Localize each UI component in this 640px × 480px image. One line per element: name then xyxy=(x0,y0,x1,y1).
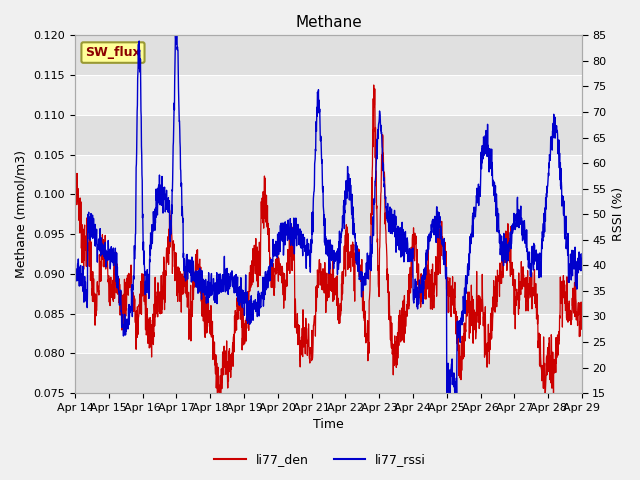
Bar xyxy=(75,313,582,353)
Y-axis label: RSSI (%): RSSI (%) xyxy=(612,187,625,241)
Title: Methane: Methane xyxy=(295,15,362,30)
Bar xyxy=(75,155,582,194)
Bar xyxy=(75,234,582,274)
X-axis label: Time: Time xyxy=(313,419,344,432)
Bar xyxy=(75,115,582,155)
Bar xyxy=(75,353,582,393)
Bar xyxy=(75,36,582,75)
Y-axis label: Methane (mmol/m3): Methane (mmol/m3) xyxy=(15,150,28,278)
Bar xyxy=(75,75,582,115)
Bar xyxy=(75,274,582,313)
Bar xyxy=(75,194,582,234)
Text: SW_flux: SW_flux xyxy=(85,46,141,59)
Legend: li77_den, li77_rssi: li77_den, li77_rssi xyxy=(209,448,431,471)
